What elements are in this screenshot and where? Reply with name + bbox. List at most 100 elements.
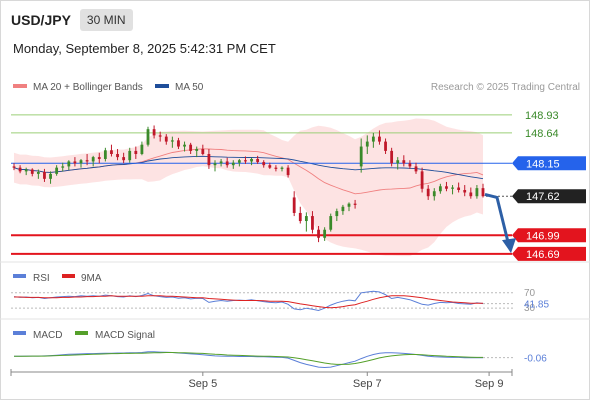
x-axis-tick-label: Sep 9 — [475, 378, 504, 390]
candle-body — [189, 144, 193, 151]
level-label-resistance: 148.93 — [525, 110, 559, 122]
level-label-support: 146.99 — [526, 230, 560, 242]
legend-label-ma50: MA 50 — [175, 82, 204, 93]
legend-swatch-macd-signal — [75, 331, 88, 335]
candle-body — [463, 190, 467, 193]
candle-body — [408, 163, 412, 167]
candle-body — [18, 167, 22, 172]
level-label-pivot: 148.15 — [526, 158, 560, 170]
candle-body — [158, 135, 162, 137]
candle-body — [451, 187, 454, 189]
candle-body — [91, 157, 95, 162]
candle-body — [426, 188, 430, 197]
candle-body — [481, 188, 485, 197]
candle-body — [262, 162, 266, 166]
legend-swatch-ma20 — [13, 84, 27, 88]
macd-last-label: -0.06 — [524, 354, 547, 365]
candle-body — [365, 141, 369, 147]
candle-body — [213, 163, 217, 166]
candle-body — [329, 216, 333, 230]
candle-body — [30, 169, 34, 174]
forecast-arrow-head — [502, 238, 516, 254]
candle-body — [183, 144, 186, 147]
watermark: Research © 2025 Trading Central — [431, 82, 580, 93]
level-tag-support — [512, 228, 586, 243]
candle-body — [347, 203, 351, 207]
candle-body — [225, 161, 229, 166]
bollinger-band — [14, 118, 483, 257]
candle-body — [134, 150, 138, 154]
symbol-label: USD/JPY — [11, 12, 71, 28]
candle-body — [195, 149, 199, 151]
candle-body — [140, 144, 144, 154]
legend-swatch-rsi-ma — [62, 274, 75, 278]
candle-body — [292, 197, 296, 213]
candle-body — [67, 161, 71, 167]
rsi-reference-label: 70 — [524, 288, 536, 299]
candle-body — [286, 167, 290, 176]
candle-body — [475, 188, 479, 197]
candle-body — [164, 136, 168, 142]
candle-body — [280, 167, 284, 169]
candle-body — [128, 150, 132, 161]
legend-swatch-ma50 — [155, 84, 169, 88]
candle-body — [79, 160, 83, 164]
level-tag-pivot — [512, 156, 586, 171]
candle-body — [353, 203, 357, 205]
candle-body — [116, 154, 119, 158]
candle-body — [219, 161, 223, 164]
candle-body — [311, 216, 314, 230]
candle-body — [24, 169, 28, 172]
candle-body — [250, 158, 253, 162]
candle-body — [207, 154, 211, 166]
candle-body — [371, 136, 375, 142]
rsi-ma-line — [14, 295, 484, 309]
legend-label-macd-signal: MACD Signal — [95, 330, 155, 341]
level-tag-support — [512, 246, 586, 261]
timeframe-button[interactable]: 30 MIN — [79, 9, 133, 31]
level-label-resistance: 148.64 — [525, 128, 559, 140]
candle-body — [43, 172, 46, 179]
candle-body — [244, 160, 247, 162]
candle-body — [445, 186, 448, 189]
legend-label-ma20: MA 20 + Bollinger Bands — [33, 82, 143, 93]
legend-swatch-rsi — [13, 274, 26, 278]
macd-signal-line — [14, 352, 483, 365]
candle-body — [457, 187, 461, 190]
candle-body — [268, 165, 272, 168]
candle-body — [12, 166, 16, 168]
candle-body — [177, 140, 180, 147]
candle-body — [170, 140, 174, 142]
candle-body — [402, 160, 406, 164]
forecast-arrow-line — [484, 192, 510, 243]
candle-body — [231, 162, 235, 166]
candle-body — [390, 150, 394, 164]
x-axis-tick-label: Sep 7 — [353, 378, 382, 390]
legend-label-rsi: RSI — [33, 273, 50, 284]
candle-body — [304, 216, 308, 222]
candle-body — [201, 149, 205, 154]
candle-body — [237, 160, 241, 163]
chart-header: USD/JPY 30 MIN — [11, 8, 133, 32]
candle-body — [55, 167, 59, 174]
x-axis-tick-label: Sep 5 — [188, 378, 217, 390]
candle-body — [146, 129, 150, 145]
level-label-support: 146.69 — [526, 249, 560, 261]
rsi-reference-label: 30 — [524, 303, 536, 314]
candle-body — [469, 192, 473, 197]
candle-body — [341, 206, 345, 212]
candle-body — [110, 150, 113, 154]
candle-body — [274, 167, 278, 169]
candle-body — [103, 150, 107, 159]
candle-body — [432, 191, 436, 197]
last-price-label: 147.62 — [526, 191, 560, 203]
candle-body — [317, 229, 320, 238]
candle-body — [396, 160, 400, 164]
legend-swatch-macd — [13, 331, 26, 335]
macd-line — [14, 351, 483, 369]
candle-body — [256, 158, 260, 163]
candle-body — [122, 157, 126, 161]
candle-body — [384, 141, 387, 151]
chart-datetime: Monday, September 8, 2025 5:42:31 PM CET — [13, 41, 276, 56]
